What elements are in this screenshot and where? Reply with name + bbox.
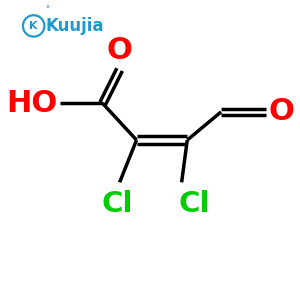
Text: K: K xyxy=(29,21,38,31)
Text: O: O xyxy=(107,35,133,64)
Text: Kuujia: Kuujia xyxy=(45,17,104,35)
Text: HO: HO xyxy=(6,89,58,118)
Text: Cl: Cl xyxy=(101,190,133,218)
Text: °: ° xyxy=(46,5,50,14)
Text: Cl: Cl xyxy=(178,190,210,218)
Text: O: O xyxy=(269,98,295,126)
